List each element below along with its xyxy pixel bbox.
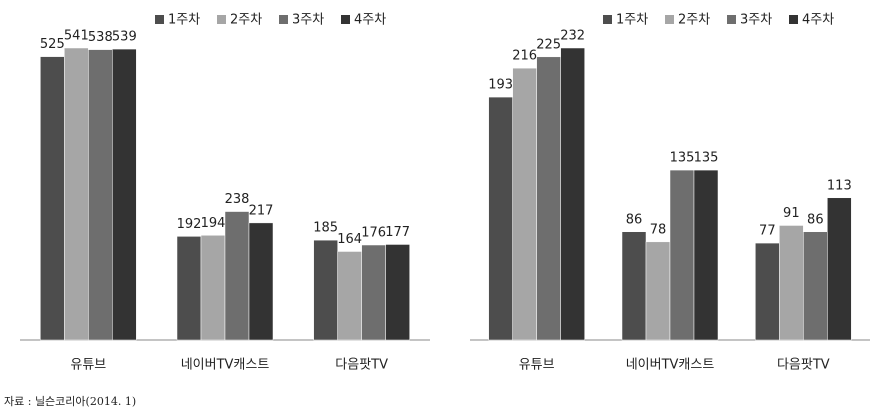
value-label: 538	[88, 30, 113, 45]
legend-swatch	[279, 15, 288, 24]
bar	[560, 47, 585, 341]
x-tick-label: 다음팟TV	[335, 358, 388, 373]
bar	[536, 56, 561, 341]
value-label: 164	[337, 232, 362, 247]
value-label: 91	[783, 206, 800, 221]
value-label: 185	[313, 221, 338, 236]
legend-swatch	[789, 15, 798, 24]
value-label: 78	[650, 222, 667, 237]
value-label: 177	[385, 225, 410, 240]
bar	[755, 242, 780, 341]
bar	[313, 239, 338, 341]
value-label: 217	[249, 203, 274, 218]
bar	[512, 67, 537, 341]
legend-swatch	[217, 15, 226, 24]
bar	[669, 169, 695, 341]
value-label: 232	[560, 29, 585, 44]
legend-swatch	[665, 15, 674, 24]
value-label: 86	[626, 212, 643, 227]
bar	[40, 56, 65, 341]
value-label: 525	[40, 37, 65, 52]
bar	[88, 49, 113, 341]
value-label: 216	[512, 49, 537, 64]
bar	[488, 96, 513, 341]
value-label: 192	[177, 217, 202, 232]
x-tick-label: 네이버TV캐스트	[181, 358, 270, 373]
bar	[337, 251, 362, 341]
bar	[248, 222, 274, 341]
bar	[779, 225, 804, 341]
bar	[621, 231, 647, 341]
legend-label: 1주차	[168, 13, 200, 28]
x-tick-label: 네이버TV캐스트	[626, 358, 715, 373]
legend-swatch	[603, 15, 612, 24]
value-label: 193	[488, 78, 513, 93]
bar	[224, 211, 250, 341]
legend-label: 4주차	[802, 13, 834, 28]
legend-swatch	[155, 15, 164, 24]
bar	[693, 169, 719, 341]
source-note: 자료 : 닐슨코리아(2014. 1)	[4, 395, 136, 408]
legend-swatch	[727, 15, 736, 24]
bar	[803, 231, 828, 341]
value-label: 238	[225, 192, 250, 207]
value-label: 176	[361, 226, 386, 241]
value-label: 225	[536, 37, 561, 52]
value-label: 113	[827, 178, 852, 193]
legend-label: 2주차	[678, 13, 710, 28]
legend-label: 3주차	[292, 13, 324, 28]
legend-label: 1주차	[616, 13, 648, 28]
legend-label: 2주차	[230, 13, 262, 28]
value-label: 135	[670, 151, 695, 166]
bar	[200, 235, 226, 341]
value-label: 539	[112, 30, 137, 45]
legend-label: 3주차	[740, 13, 772, 28]
legend-label: 4주차	[354, 13, 386, 28]
x-tick-label: 유튜브	[70, 358, 106, 373]
bar	[176, 236, 202, 341]
legend-swatch	[341, 15, 350, 24]
bar	[361, 244, 386, 341]
bar	[385, 244, 410, 341]
bar	[64, 47, 89, 341]
bar	[112, 48, 137, 341]
value-label: 86	[807, 212, 824, 227]
value-label: 541	[64, 29, 89, 44]
value-label: 77	[759, 224, 776, 239]
value-label: 194	[201, 216, 226, 231]
value-label: 135	[694, 151, 719, 166]
x-tick-label: 다음팟TV	[777, 358, 830, 373]
x-tick-label: 유튜브	[519, 358, 555, 373]
bar	[645, 241, 671, 341]
bar	[827, 197, 852, 341]
